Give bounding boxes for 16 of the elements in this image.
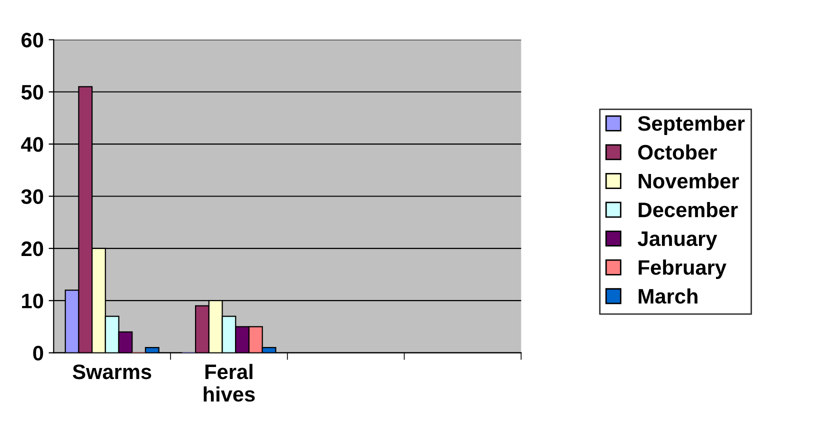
legend-label: October (638, 144, 717, 160)
legend-label: March (638, 288, 698, 304)
y-tick-label: 0 (33, 346, 44, 361)
legend-label: February (638, 260, 726, 279)
x-tick-label: Swarms (72, 364, 152, 380)
legend-label: September (638, 116, 745, 136)
y-tick-label: 40 (21, 137, 44, 152)
y-tick-label: 60 (22, 32, 44, 48)
y-tick-label: 30 (21, 189, 44, 204)
x-tick-label: Feral hives (204, 364, 255, 402)
legend-label: November (638, 173, 739, 188)
legend-label: December (638, 202, 738, 218)
y-tick-label: 10 (22, 294, 44, 308)
y-tick-label: 50 (21, 84, 44, 100)
legend-label: January (638, 232, 718, 250)
y-tick-label: 20 (21, 241, 44, 256)
